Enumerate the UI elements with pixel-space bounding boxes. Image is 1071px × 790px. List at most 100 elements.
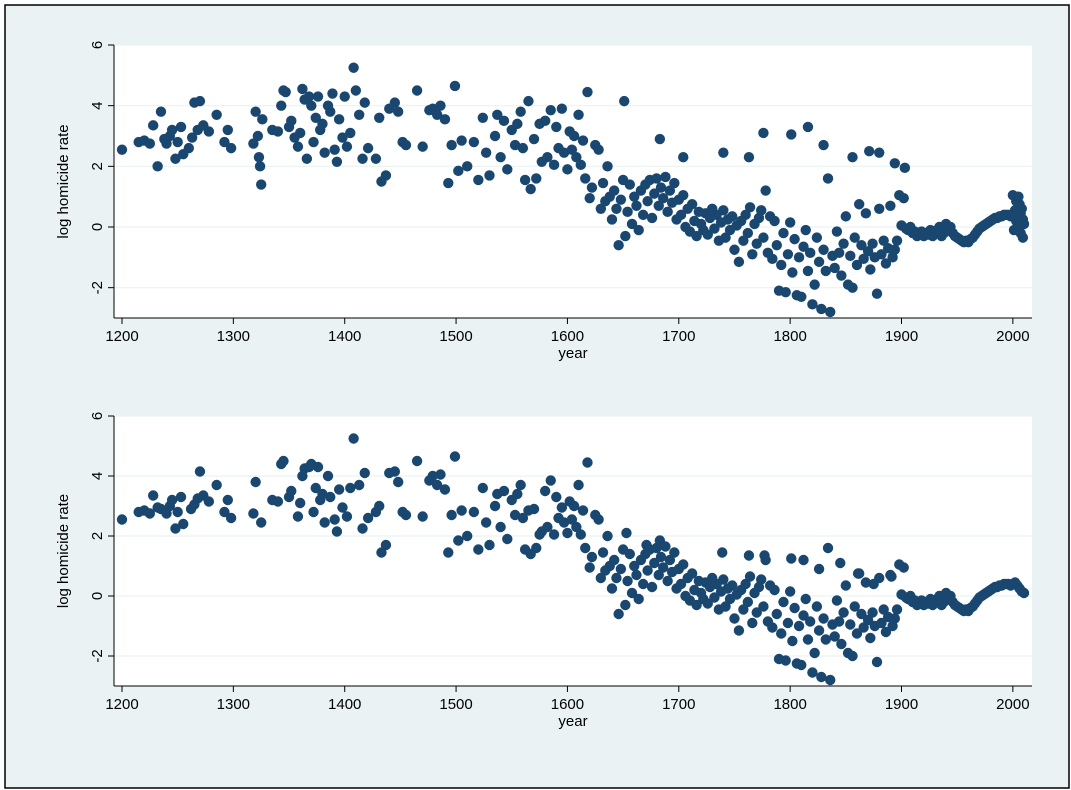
scatter-point [885,200,896,211]
scatter-point [631,200,642,211]
scatter-point [622,206,633,218]
scatter-point [484,539,495,551]
scatter-point [702,598,713,609]
scatter-point [147,490,159,501]
scatter-point [742,596,754,608]
scatter-point [758,601,769,612]
scatter-point [584,192,595,204]
scatter-point [219,506,230,518]
scatter-point [776,259,787,271]
scatter-point [825,306,836,318]
scatter-point [525,183,536,195]
scatter-point [517,142,529,154]
y-tick-label: 2 [89,532,106,540]
scatter-point [370,153,382,164]
scatter-point [558,147,570,158]
y-tick-label: 2 [89,162,106,170]
scatter-point [417,141,428,152]
scatter-point [272,126,284,137]
scatter-point [449,80,461,92]
scatter-point [374,112,385,124]
scatter-point [502,533,513,545]
y-tick-label: 4 [89,101,106,109]
scatter-point [758,232,769,243]
scatter-point [655,182,667,193]
scatter-point [411,85,423,96]
scatter-point [329,514,340,525]
scatter-point [609,185,620,196]
scatter-point [856,240,867,251]
plot-area [114,45,1032,318]
scatter-point [743,152,755,163]
scatter-point [658,562,669,573]
scatter-point [255,517,267,528]
scatter-point [528,503,540,515]
scatter-point [551,491,562,503]
scatter-point [807,299,818,310]
scatter-point [512,118,523,130]
scatter-point [286,115,297,127]
scatter-point [248,138,259,149]
scatter-point [646,581,658,593]
x-tick-label: 1800 [773,328,806,345]
scatter-point [319,147,330,158]
scatter-point [613,240,624,251]
scatter-point [1017,214,1029,225]
scatter-point [186,132,198,143]
scatter-point [804,247,816,258]
scatter-point [292,141,304,152]
scatter-point [278,455,289,467]
scatter-point [348,433,359,444]
scatter-point [664,554,676,566]
scatter-point [867,607,878,618]
scatter-point [802,265,814,277]
scatter-point [602,530,613,542]
scatter-point [380,539,392,551]
scatter-point [833,616,845,627]
y-axis-title: log homicide rate [55,494,72,608]
scatter-point [787,267,798,278]
scatter-point [800,593,811,605]
scatter-point [431,479,443,491]
scatter-point [631,569,642,581]
scatter-point [389,466,401,477]
scatter-point [597,177,609,189]
scatter-point [744,202,756,213]
scatter-point [597,547,609,558]
scatter-point [876,617,887,629]
scatter-point [489,130,501,142]
scatter-point [178,518,189,530]
scatter-point [874,203,885,214]
scatter-point [556,502,568,513]
scatter-point [740,209,751,221]
scatter-point [816,303,827,315]
scatter-point [691,230,702,242]
scatter-point [573,109,584,120]
y-axis-title: log homicide rate [55,124,72,238]
y-tick-label: 0 [89,223,106,231]
scatter-point [250,476,261,488]
scatter-point [374,500,385,512]
scatter-point [170,523,181,534]
scatter-point [586,182,598,193]
scatter-panel-bottom: -2 0 2 4 6 1200 1300 1400 1500 1600 1700 1800 1900 20… [55,412,1032,730]
scatter-point [820,634,831,645]
scatter-point [751,238,762,249]
scatter-point [1018,587,1030,599]
x-tick-label: 1200 [105,328,138,345]
scatter-point [435,100,446,111]
scatter-point [252,130,264,142]
scatter-point [835,557,846,569]
scatter-point [225,512,237,524]
scatter-point [619,95,630,107]
scatter-point [350,85,362,96]
scatter-point [556,103,568,114]
scatter-point [502,164,513,175]
scatter-point [784,586,796,597]
scatter-point [144,508,156,519]
scatter-point [738,604,749,615]
scatter-point [849,601,860,612]
scatter-point [615,194,627,205]
x-axis-title: year [558,713,587,730]
